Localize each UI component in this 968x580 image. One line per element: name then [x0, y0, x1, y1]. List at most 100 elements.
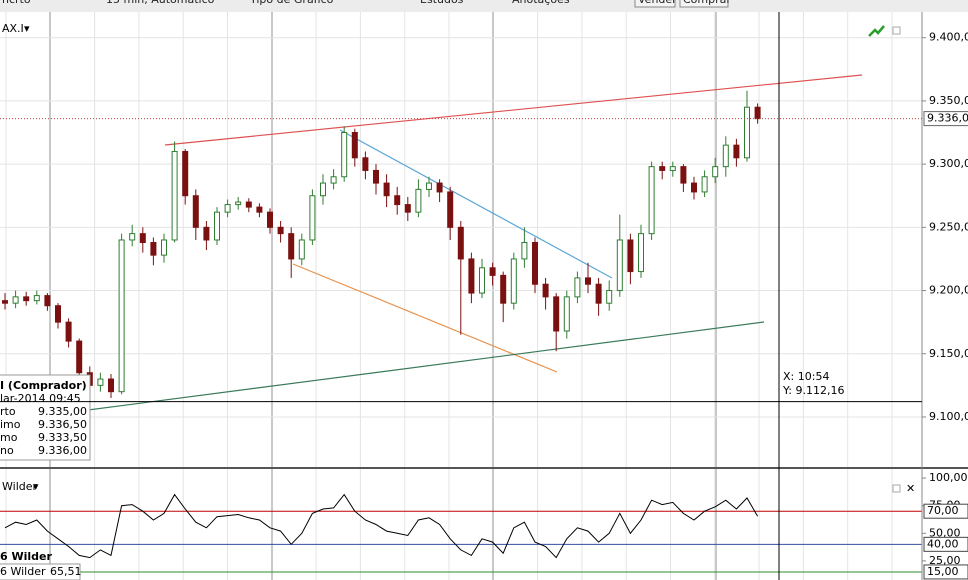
level-label: 70,00	[927, 504, 959, 517]
candle-body	[733, 144, 740, 159]
candle-body	[320, 182, 326, 197]
study-value: 65,51	[50, 565, 82, 578]
candle-body	[44, 295, 51, 307]
window-button[interactable]	[892, 484, 901, 493]
candle-body	[55, 305, 61, 323]
level-label: 40,00	[927, 537, 959, 550]
candle-body	[712, 166, 719, 178]
candle-body	[754, 106, 761, 120]
candle-body	[479, 267, 485, 294]
candle-body	[722, 144, 729, 168]
candle-body	[510, 258, 517, 304]
y-tick-label: 9.400,00	[929, 31, 968, 44]
candle-body	[298, 239, 305, 260]
candle-body	[595, 283, 602, 304]
candle-body	[648, 166, 655, 235]
candle-body	[108, 378, 114, 393]
toolbar-item[interactable]: Vender	[638, 0, 677, 6]
candle-body	[500, 274, 507, 304]
window-button[interactable]	[892, 26, 901, 35]
chart-status-icon[interactable]	[868, 25, 885, 37]
candle-body	[574, 277, 581, 298]
toolbar-item[interactable]: Tipo de Gráfico	[249, 0, 334, 6]
candle-body	[288, 233, 295, 260]
candle-body	[542, 283, 549, 298]
candle-body	[309, 195, 316, 241]
candle-body	[701, 176, 708, 193]
candle-body	[161, 239, 167, 256]
toolbar-button[interactable]	[634, 0, 676, 8]
trend-line[interactable]	[87, 321, 765, 411]
toolbar-item[interactable]: ncrto	[2, 0, 31, 6]
candle-body	[245, 201, 252, 208]
candle-body	[224, 204, 231, 213]
candle-body	[65, 321, 72, 342]
trend-line[interactable]	[339, 129, 613, 279]
study-line	[4, 493, 759, 559]
candle-body	[669, 166, 676, 171]
candle-body	[606, 290, 613, 304]
y-tick-label: 9.250,00	[929, 220, 968, 233]
dropdown-arrow[interactable]: ▾	[24, 22, 30, 35]
toolbar-item[interactable]: 15 min, Automático	[106, 0, 215, 6]
y-tick-label: 9.150,00	[929, 347, 968, 360]
info-value: 9.335,00	[38, 405, 87, 418]
info-value: 9.333,50	[38, 431, 87, 444]
candle-body	[457, 226, 464, 260]
info-value: 9.336,00	[38, 444, 87, 457]
candle-body	[426, 182, 432, 190]
candle-body	[277, 226, 284, 235]
candle-body	[563, 296, 570, 332]
last-price-label: 9.336,00	[927, 112, 968, 125]
study-label[interactable]: Wilder	[2, 480, 37, 493]
candle-body	[415, 188, 422, 213]
info-label: rto	[0, 405, 16, 418]
candle-body	[171, 150, 178, 241]
y-tick-label: 9.350,00	[929, 94, 968, 107]
level-box	[923, 536, 968, 552]
candle-body	[129, 233, 136, 241]
trend-line[interactable]	[292, 263, 558, 373]
candle-body	[691, 182, 697, 193]
y-tick-label: 9.200,00	[929, 284, 968, 297]
dropdown-arrow[interactable]: ▾	[33, 480, 39, 493]
candle-body	[616, 239, 623, 292]
study-series-name: 6 Wilder	[0, 565, 46, 578]
info-label: mo	[0, 431, 18, 444]
candle-body	[351, 132, 358, 159]
chart-area	[0, 12, 968, 580]
candle-body	[33, 295, 40, 302]
y-tick-label: 9.100,00	[929, 410, 968, 423]
info-box	[0, 374, 91, 461]
candle-body	[2, 300, 8, 304]
y-tick-label: 9.300,00	[929, 157, 968, 170]
trend-line[interactable]	[164, 74, 863, 146]
toolbar-item[interactable]: Estudos	[420, 0, 464, 6]
candle-body	[744, 106, 750, 159]
crosshair-x-label: X: 10:54	[783, 370, 829, 383]
toolbar-item[interactable]: Anotações	[512, 0, 570, 6]
crosshair-y-label: Y: 9.112,16	[782, 384, 844, 397]
candle-body	[532, 242, 538, 285]
candle-body	[118, 239, 125, 393]
y-tick-label: 25,00	[929, 554, 961, 567]
candle-body	[638, 233, 644, 273]
info-value: 9.336,50	[38, 418, 87, 431]
study-legend	[0, 563, 81, 580]
symbol-label[interactable]: AX.I	[2, 22, 24, 35]
candle-body	[680, 166, 687, 184]
toolbar-button[interactable]	[679, 0, 729, 8]
candle-body	[182, 150, 189, 197]
candle-body	[553, 296, 560, 332]
close-button[interactable]: ✕	[906, 482, 915, 495]
candle-body	[267, 211, 273, 228]
candle-body	[362, 157, 369, 171]
level-label: 15,00	[927, 565, 959, 578]
candle-body	[330, 176, 337, 184]
candle-body	[139, 233, 146, 244]
toolbar-item[interactable]: Comprar	[683, 0, 731, 6]
level-box	[923, 503, 968, 519]
candle-body	[23, 296, 30, 302]
candle-body	[76, 340, 83, 374]
